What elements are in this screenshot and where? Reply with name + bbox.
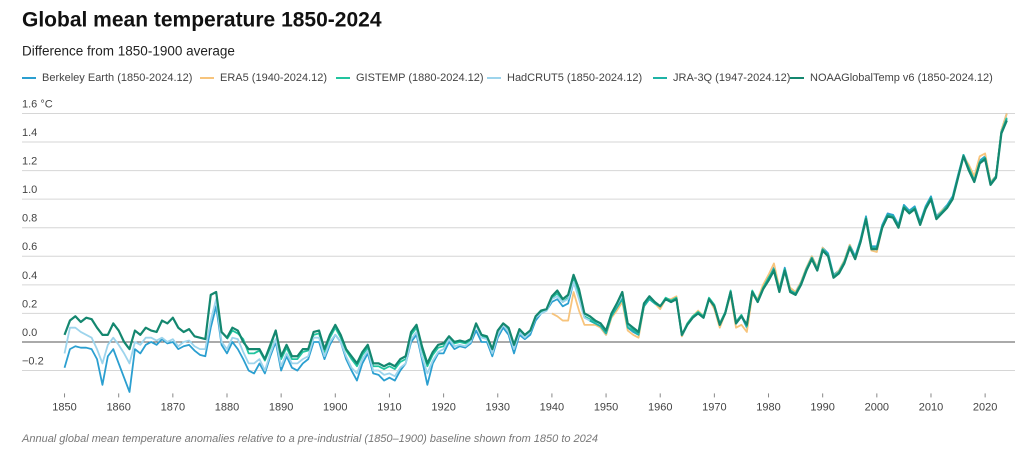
y-tick-label: 0.0 [22, 327, 37, 339]
y-tick-label: 0.2 [22, 298, 37, 310]
x-tick-label: 1970 [702, 401, 726, 413]
legend-label: HadCRUT5 (1850-2024.12) [507, 72, 642, 84]
x-tick-label: 1980 [756, 401, 780, 413]
legend-label: Berkeley Earth (1850-2024.12) [42, 72, 192, 84]
legend-label: GISTEMP (1880-2024.12) [356, 72, 484, 84]
x-tick-label: 1870 [161, 401, 185, 413]
x-tick-label: 1990 [810, 401, 834, 413]
y-tick-label: −0.2 [22, 355, 44, 367]
x-tick-label: 1880 [215, 401, 239, 413]
series-line [589, 118, 1008, 336]
x-tick-label: 1930 [486, 401, 510, 413]
x-tick-label: 1890 [269, 401, 293, 413]
y-tick-label: 0.4 [22, 270, 37, 282]
x-tick-label: 1940 [540, 401, 564, 413]
x-tick-label: 1860 [106, 401, 130, 413]
series-line [226, 117, 1008, 371]
y-tick-label: 1.4 [22, 127, 37, 139]
y-tick-label: 0.8 [22, 213, 37, 225]
y-tick-label: 0.6 [22, 241, 37, 253]
x-tick-label: 2020 [973, 401, 997, 413]
x-tick-label: 1850 [52, 401, 76, 413]
chart-note: Annual global mean temperature anomalies… [21, 433, 598, 445]
legend-label: JRA-3Q (1947-2024.12) [673, 72, 790, 84]
x-tick-label: 1900 [323, 401, 347, 413]
legend-label: NOAAGlobalTemp v6 (1850-2024.12) [810, 72, 993, 84]
x-tick-label: 1910 [377, 401, 401, 413]
y-tick-label: 1.0 [22, 184, 37, 196]
series-line [63, 113, 1008, 393]
chart-title: Global mean temperature 1850-2024 [22, 9, 382, 32]
series-line [63, 120, 1008, 368]
x-tick-label: 1950 [594, 401, 618, 413]
y-tick-label: 1.6 °C [22, 98, 53, 110]
y-tick-label: 1.2 [22, 155, 37, 167]
x-tick-label: 1960 [648, 401, 672, 413]
x-tick-label: 2000 [865, 401, 889, 413]
x-tick-label: 1920 [431, 401, 455, 413]
chart-subtitle: Difference from 1850-1900 average [22, 44, 235, 59]
x-tick-label: 2010 [919, 401, 943, 413]
legend-label: ERA5 (1940-2024.12) [220, 72, 327, 84]
